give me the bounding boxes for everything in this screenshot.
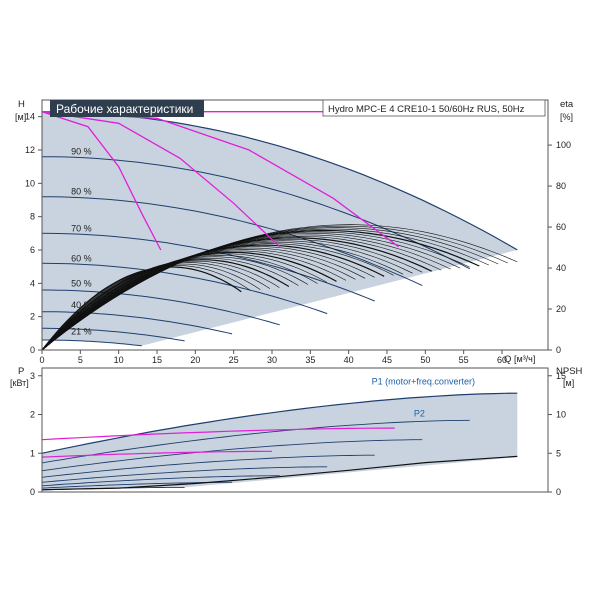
y-tick-label: 10 <box>25 178 35 188</box>
x-tick-label: 0 <box>39 355 44 365</box>
x-tick-label: 15 <box>152 355 162 365</box>
efficiency-curve <box>41 234 451 351</box>
y2-axis-unit: [%] <box>560 112 573 122</box>
power-limit-curve <box>41 450 272 458</box>
y2-tick-label: 80 <box>556 181 566 191</box>
speed-label: 90 % <box>71 147 92 157</box>
lower-y2-axis-unit: [м] <box>563 378 574 388</box>
chart-title: Рабочие характеристики <box>56 102 193 116</box>
y-tick-label: 6 <box>30 245 35 255</box>
power-curve <box>41 419 470 464</box>
lower-y-axis-unit: [кВт] <box>10 378 29 388</box>
lower-y-tick-label: 0 <box>30 487 35 497</box>
speed-label: 70 % <box>71 223 92 233</box>
x-tick-label: 10 <box>114 355 124 365</box>
subtitle-box <box>322 99 546 117</box>
lower-plot-frame <box>41 367 549 493</box>
npsh-curve <box>41 455 518 491</box>
upper-band-group <box>42 111 518 346</box>
x-tick-label: 25 <box>229 355 239 365</box>
efficiency-curve <box>41 237 432 351</box>
x-axis-unit: [м³/ч] <box>514 354 535 364</box>
y-axis-unit: [м] <box>15 112 26 122</box>
upper-eff-curves <box>41 224 518 351</box>
lower-series-labels: P1 (motor+freq.converter) P2 <box>372 376 475 418</box>
x-tick-label: 30 <box>267 355 277 365</box>
y-tick-label: 0 <box>30 345 35 355</box>
limit-curve <box>41 111 162 251</box>
lower-y2-tick-label: 15 <box>556 371 566 381</box>
upper-panel: 0 5 10 15 20 25 30 35 40 45 50 55 60 0 2 4 6 8 10 12 14 0 20… <box>15 99 574 365</box>
lower-y2-axis-label: NPSH <box>556 366 583 377</box>
speed-label: 50 % <box>71 278 92 288</box>
power-curve <box>41 392 518 454</box>
y2-tick-label: 20 <box>556 304 566 314</box>
y-tick-label: 8 <box>30 212 35 222</box>
speed-curve <box>42 339 142 347</box>
efficiency-curve <box>41 244 385 351</box>
x-tick-label: 60 <box>497 355 507 365</box>
upper-y-ticks: 0 2 4 6 8 10 12 14 <box>25 112 42 355</box>
y2-tick-label: 60 <box>556 222 566 232</box>
lower-y-tick-label: 2 <box>30 410 35 420</box>
series-label: P1 (motor+freq.converter) <box>372 376 475 386</box>
speed-label: 40 % <box>71 300 92 310</box>
upper-operating-band <box>42 111 518 346</box>
speed-label: 21 % <box>71 327 92 337</box>
x-tick-label: 55 <box>459 355 469 365</box>
speed-curve <box>42 196 423 287</box>
lower-y2-ticks: 0 5 10 15 <box>548 371 566 497</box>
efficiency-curve <box>41 241 404 351</box>
y2-tick-label: 0 <box>556 345 561 355</box>
y-tick-label: 14 <box>25 112 35 122</box>
speed-curve <box>42 311 233 335</box>
speed-label: 80 % <box>71 187 92 197</box>
y-tick-label: 12 <box>25 145 35 155</box>
lower-y2-tick-label: 5 <box>556 448 561 458</box>
x-tick-label: 40 <box>344 355 354 365</box>
x-tick-label: 20 <box>190 355 200 365</box>
power-curve <box>41 475 280 487</box>
y-tick-label: 2 <box>30 312 35 322</box>
lower-y-tick-label: 3 <box>30 371 35 381</box>
upper-x-ticks: 0 5 10 15 20 25 30 35 40 45 50 55 60 <box>39 350 507 365</box>
power-limit-curve <box>41 427 395 441</box>
limit-curve <box>41 111 281 248</box>
power-curve <box>41 466 328 483</box>
upper-y2-ticks: 0 20 40 60 80 100 <box>548 140 571 355</box>
y2-tick-label: 40 <box>556 263 566 273</box>
lower-y2-tick-label: 0 <box>556 487 561 497</box>
lower-y2-tick-label: 10 <box>556 410 566 420</box>
y2-tick-label: 100 <box>556 140 571 150</box>
lower-y-tick-label: 1 <box>30 448 35 458</box>
lower-npsh-curve <box>41 455 518 491</box>
y-axis-label: H <box>18 99 25 110</box>
x-tick-label: 5 <box>78 355 83 365</box>
x-tick-label: 45 <box>382 355 392 365</box>
speed-curve <box>42 289 280 326</box>
lower-operating-band <box>42 393 518 492</box>
efficiency-curve <box>41 225 508 351</box>
power-curve <box>41 439 423 472</box>
lower-y-axis-label: P <box>18 366 24 377</box>
x-axis-label: Q <box>504 354 511 365</box>
lower-band-group <box>42 393 518 492</box>
y-tick-label: 4 <box>30 278 35 288</box>
speed-curve <box>41 262 328 315</box>
speed-label: 60 % <box>71 253 92 263</box>
lower-y-ticks: 0 1 2 3 <box>30 371 42 497</box>
chart-subtitle: Hydro MPC-E 4 CRE10-1 50/60Hz RUS, 50Hz <box>328 104 525 115</box>
power-curve <box>41 454 375 478</box>
efficiency-curve <box>41 224 518 351</box>
x-tick-label: 35 <box>305 355 315 365</box>
title-box <box>50 100 204 117</box>
series-label: P2 <box>414 408 425 418</box>
y2-axis-label: eta <box>560 99 574 110</box>
upper-plot-frame <box>41 99 549 351</box>
x-tick-label: 50 <box>420 355 430 365</box>
